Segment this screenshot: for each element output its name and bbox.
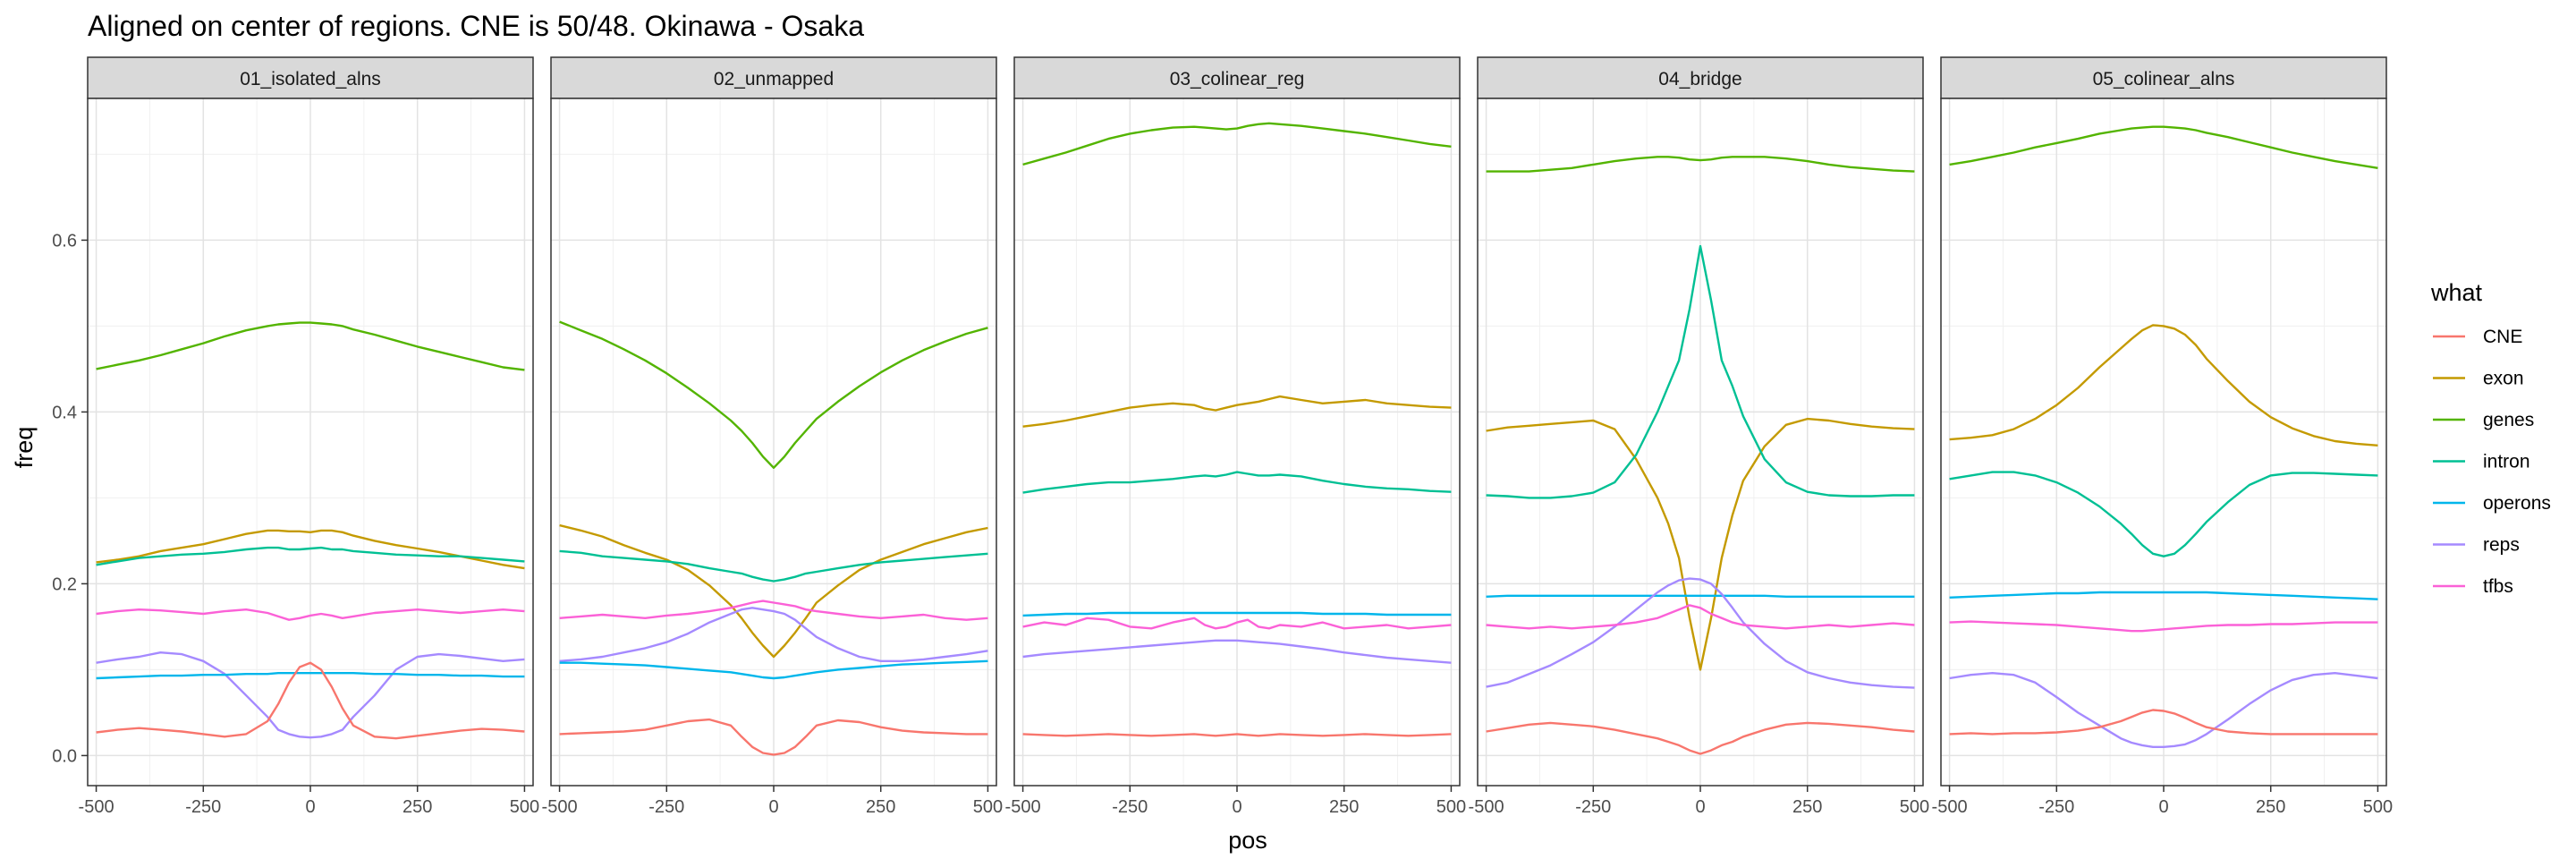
panel-01_isolated_alns: 01_isolated_alns -500 -250 0 250 500 — [79, 56, 539, 817]
series-line-genes — [1949, 125, 2378, 169]
y-tick-label: 0.0 — [52, 746, 77, 766]
panel-strip-label: 03_colinear_reg — [1170, 69, 1305, 89]
series-line-intron — [1486, 244, 1915, 499]
series-line-genes — [96, 321, 525, 371]
legend-label-tfbs: tfbs — [2483, 576, 2513, 597]
x-tick-label: 250 — [1329, 797, 1359, 817]
x-tick-label: 0 — [768, 797, 778, 817]
x-axis-label: pos — [1228, 827, 1267, 854]
x-tick-label: 0 — [1232, 797, 1241, 817]
x-tick-label: -500 — [542, 797, 578, 817]
x-tick-label: 250 — [402, 797, 432, 817]
x-tick-label: 0 — [305, 797, 315, 817]
legend-label-operons: operons — [2483, 493, 2551, 514]
x-tick-label: -250 — [2038, 797, 2074, 817]
series-line-CNE — [1949, 709, 2378, 736]
series-line-reps — [559, 607, 988, 662]
series-line-reps — [1022, 639, 1452, 664]
series-line-genes — [1486, 156, 1915, 173]
x-tick-label: 0 — [2158, 797, 2168, 817]
series-line-tfbs — [1486, 604, 1915, 630]
series-line-tfbs — [1949, 620, 2378, 633]
series-line-operons — [96, 672, 525, 680]
legend-label-exon: exon — [2483, 369, 2524, 389]
series-line-exon — [559, 523, 988, 659]
panel-strip-label: 05_colinear_alns — [2093, 69, 2235, 89]
series-line-CNE — [96, 661, 525, 740]
chart-title: Aligned on center of regions. CNE is 50/… — [88, 10, 864, 42]
series-line-CNE — [559, 718, 988, 756]
series-line-intron — [1949, 471, 2378, 557]
x-tick-label: -500 — [1469, 797, 1504, 817]
x-tick-label: 500 — [1900, 797, 1929, 817]
series-line-exon — [1022, 395, 1452, 428]
series-line-exon — [1949, 324, 2378, 447]
x-tick-label: -500 — [1005, 797, 1041, 817]
y-tick-label: 0.2 — [52, 574, 77, 594]
x-tick-label: 500 — [973, 797, 1003, 817]
x-tick-label: -250 — [1575, 797, 1611, 817]
panel-strip-label: 02_unmapped — [714, 69, 834, 89]
panel-strip-label: 01_isolated_alns — [240, 69, 381, 89]
series-line-intron — [559, 549, 988, 583]
y-tick-label: 0.6 — [52, 231, 77, 251]
series-line-reps — [1949, 672, 2378, 748]
x-tick-label: 500 — [1436, 797, 1466, 817]
panel-02_unmapped: 02_unmapped -500 -250 0 250 500 — [542, 56, 1003, 817]
series-line-operons — [1022, 611, 1452, 617]
series-line-CNE — [1486, 721, 1915, 755]
series-line-operons — [1949, 591, 2378, 600]
x-tick-label: 250 — [2256, 797, 2285, 817]
legend-label-intron: intron — [2483, 452, 2530, 472]
series-line-intron — [1022, 471, 1452, 494]
legend: what CNE exon genes intron operons reps tfbs — [2430, 279, 2551, 597]
series-line-exon — [96, 529, 525, 570]
series-line-genes — [559, 320, 988, 469]
series-line-tfbs — [559, 600, 988, 621]
series-line-operons — [559, 659, 988, 680]
panel-strip — [1477, 56, 1924, 99]
panel-strip — [87, 56, 534, 99]
series-line-tfbs — [96, 608, 525, 621]
legend-label-CNE: CNE — [2483, 327, 2522, 347]
legend-label-genes: genes — [2483, 410, 2534, 430]
series-line-reps — [96, 651, 525, 739]
series-line-tfbs — [1022, 617, 1452, 630]
x-tick-label: -250 — [648, 797, 684, 817]
x-tick-label: -250 — [1112, 797, 1148, 817]
legend-title: what — [2430, 279, 2483, 306]
panel-03_colinear_reg: 03_colinear_reg -500 -250 0 250 500 — [1005, 56, 1466, 817]
x-tick-label: -500 — [79, 797, 114, 817]
panel-04_bridge: 04_bridge -500 -250 0 250 500 — [1469, 56, 1929, 817]
panel-strip — [1940, 56, 2387, 99]
y-tick-label: 0.4 — [52, 403, 77, 422]
series-line-genes — [1022, 122, 1452, 166]
x-tick-label: -500 — [1932, 797, 1968, 817]
x-tick-label: -250 — [185, 797, 221, 817]
panel-strip-label: 04_bridge — [1658, 69, 1741, 89]
panel-05_colinear_alns: 05_colinear_alns -500 -250 0 250 500 — [1932, 56, 2393, 817]
series-line-reps — [1486, 577, 1915, 689]
facet-panels: 0.0 0.2 0.4 0.6 01_isolated_alns -500 -250 0 250… — [52, 56, 2393, 817]
series-line-CNE — [1022, 733, 1452, 737]
x-tick-label: 250 — [866, 797, 895, 817]
series-line-exon — [1486, 417, 1915, 671]
series-line-intron — [96, 546, 525, 566]
series-line-operons — [1486, 594, 1915, 598]
x-tick-label: 250 — [1792, 797, 1822, 817]
y-axis-label: freq — [11, 427, 38, 469]
x-tick-label: 0 — [1695, 797, 1705, 817]
legend-label-reps: reps — [2483, 535, 2520, 556]
x-tick-label: 500 — [2363, 797, 2393, 817]
x-tick-label: 500 — [510, 797, 539, 817]
